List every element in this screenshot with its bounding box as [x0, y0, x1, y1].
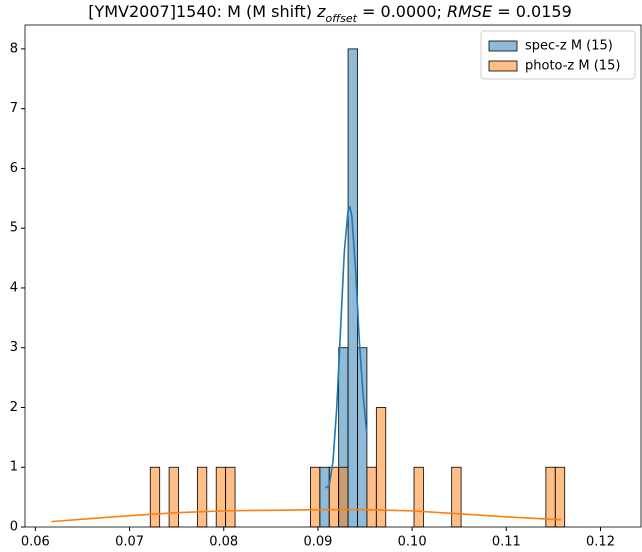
kde-line [51, 508, 561, 523]
bar [338, 466, 349, 528]
kde-line [324, 205, 368, 489]
bar [319, 466, 330, 528]
legend-label: spec-z M (15) [525, 39, 613, 54]
title-part: [YMV2007]1540: M (M shift) [88, 2, 317, 21]
chart-title: [YMV2007]1540: M (M shift) zoffset = 0.0… [88, 2, 572, 25]
bar [168, 466, 179, 528]
y-tick-label: 2 [10, 400, 18, 415]
x-tick-label: 0.10 [398, 535, 427, 550]
x-tick-label: 0.07 [115, 535, 144, 550]
y-tick-label: 8 [10, 41, 18, 56]
plot-frame [24, 24, 642, 528]
title-part: RMSE [447, 2, 493, 21]
bar [215, 466, 227, 528]
bar [413, 466, 424, 528]
legend-label: photo-z M (15) [525, 59, 620, 74]
y-tick-label: 1 [10, 460, 18, 475]
y-tick-label: 7 [10, 101, 18, 116]
title-part: = 0.0000; [357, 2, 447, 21]
x-tick-label: 0.06 [21, 535, 50, 550]
y-tick-label: 5 [10, 221, 18, 236]
bar [545, 466, 556, 528]
legend-box [480, 30, 636, 80]
y-tick-label: 6 [10, 161, 18, 176]
legend-swatch [488, 40, 518, 52]
bar [309, 466, 321, 528]
bar [366, 466, 377, 528]
bar [451, 466, 462, 528]
bar [375, 407, 387, 528]
x-tick-label: 0.08 [209, 535, 238, 550]
x-tick-label: 0.11 [492, 535, 521, 550]
bar [149, 466, 161, 528]
title-part: offset [325, 12, 357, 25]
bar [554, 466, 566, 528]
bar [225, 466, 236, 528]
bar [196, 466, 208, 528]
y-tick-label: 0 [10, 520, 18, 535]
x-tick-label: 0.12 [586, 535, 615, 550]
title-part: = 0.0159 [492, 2, 572, 21]
legend-swatch [488, 60, 518, 72]
y-tick-label: 3 [10, 340, 18, 355]
title-part: z [316, 2, 326, 21]
x-tick-label: 0.09 [303, 535, 332, 550]
y-tick-label: 4 [10, 280, 18, 295]
